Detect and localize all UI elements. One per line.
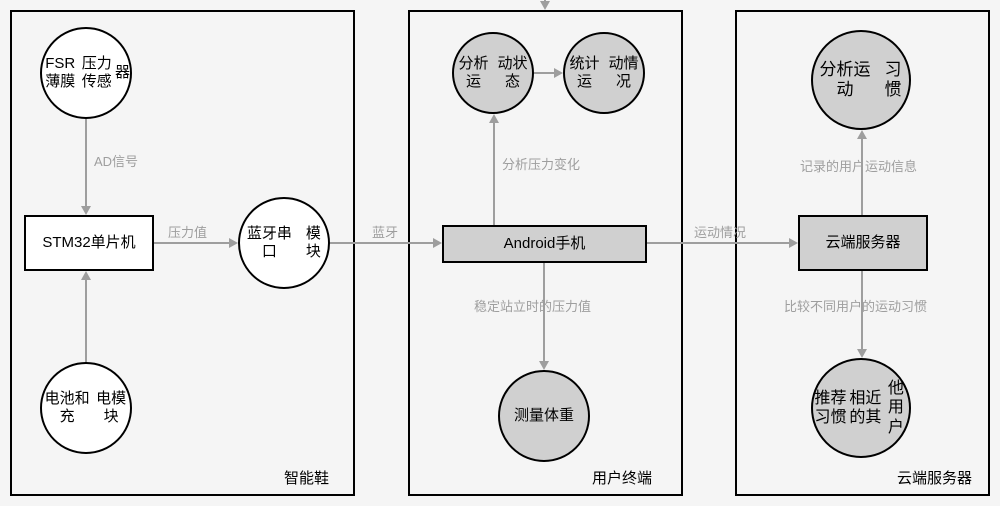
arrow-head-cloud_to_habit	[857, 130, 867, 139]
node-analyze: 分析运动状态	[452, 32, 534, 114]
arrow-battery_to_stm32	[85, 279, 87, 362]
arrow-head-android_to_analyze	[489, 114, 499, 123]
arrow-label-cloud_to_habit: 记录的用户运动信息	[800, 160, 917, 175]
arrow-label-android_to_weight: 稳定站立时的压力值	[474, 300, 591, 315]
panel-terminal-label: 用户终端	[592, 467, 652, 488]
arrow-head-bt_to_android	[433, 238, 442, 248]
arrow-head-android_to_weight	[539, 361, 549, 370]
arrow-label-bt_to_android: 蓝牙	[372, 226, 398, 241]
node-habit: 分析运动习惯	[811, 30, 911, 130]
arrow-label-android_to_analyze: 分析压力变化	[502, 158, 580, 173]
arrow-stm32_to_bt	[154, 242, 230, 244]
arrow-analyze_to_stats	[534, 72, 555, 74]
arrow-cloud_to_habit	[861, 138, 863, 215]
arrow-head-analyze_to_stats	[554, 68, 563, 78]
arrow-head-fsr_to_stm32	[81, 206, 91, 215]
panel-shoe-label: 智能鞋	[284, 467, 329, 488]
node-recommend: 推荐习惯相近的其他用户	[811, 358, 911, 458]
arrow-fsr_to_stm32	[85, 119, 87, 207]
arrow-bt_to_android	[330, 242, 434, 244]
arrow-head-stm32_to_bt	[229, 238, 238, 248]
arrow-label-fsr_to_stm32: AD信号	[94, 155, 138, 170]
arrow-label-stm32_to_bt: 压力值	[168, 226, 207, 241]
arrow-head-cloud_to_recommend	[857, 349, 867, 358]
node-stats: 统计运动情况	[563, 32, 645, 114]
arrow-head-battery_to_stm32	[81, 271, 91, 280]
arrow-label-android_to_cloud: 运动情况	[694, 226, 746, 241]
arrow-label-cloud_to_recommend: 比较不同用户的运动习惯	[784, 300, 927, 315]
panel-cloud-label: 云端服务器	[897, 467, 972, 488]
node-battery: 电池和充电模块	[40, 362, 132, 454]
node-fsr: FSR薄膜压力传感器	[40, 27, 132, 119]
node-stm32: STM32单片机	[24, 215, 154, 271]
arrow-head-top_into_terminal	[540, 1, 550, 10]
arrow-head-android_to_cloud	[789, 238, 798, 248]
arrow-android_to_cloud	[647, 242, 790, 244]
arrow-android_to_analyze	[493, 122, 495, 225]
node-bt: 蓝牙串口模块	[238, 197, 330, 289]
node-cloudsrv: 云端服务器	[798, 215, 928, 271]
node-android: Android手机	[442, 225, 647, 263]
node-weight: 测量体重	[498, 370, 590, 462]
